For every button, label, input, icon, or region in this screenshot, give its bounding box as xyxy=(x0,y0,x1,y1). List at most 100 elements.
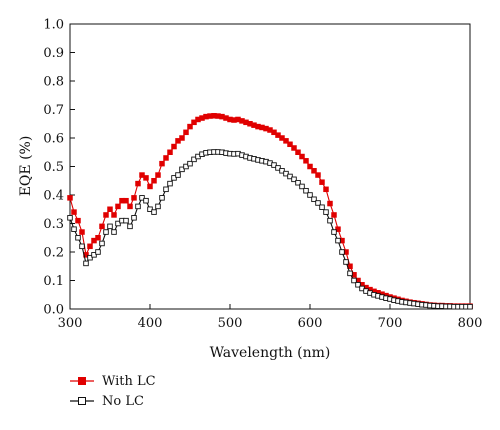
data-point-no-lc xyxy=(311,196,317,203)
data-point-no-lc xyxy=(127,223,133,230)
data-point-no-lc xyxy=(331,229,337,235)
data-point-no-lc xyxy=(71,226,77,232)
data-point-no-lc xyxy=(179,166,185,173)
data-point-with-lc xyxy=(155,172,161,178)
y-tick-label: 0.6 xyxy=(43,132,64,147)
data-point-no-lc xyxy=(295,179,301,186)
data-point-with-lc xyxy=(79,229,85,235)
data-point-no-lc xyxy=(175,172,181,178)
plot-frame xyxy=(69,23,471,310)
data-point-no-lc xyxy=(275,165,281,171)
data-point-no-lc xyxy=(99,240,105,247)
data-point-no-lc xyxy=(327,217,333,224)
data-point-no-lc xyxy=(283,170,289,177)
y-tick-label: 0.7 xyxy=(43,103,64,118)
data-point-with-lc xyxy=(187,123,193,130)
series-line-no-lc xyxy=(69,151,470,308)
data-point-no-lc xyxy=(187,160,193,167)
data-point-no-lc xyxy=(307,192,313,198)
x-tick-label: 700 xyxy=(378,316,403,331)
data-point-no-lc xyxy=(323,209,329,215)
data-point-with-lc xyxy=(327,200,333,207)
data-point-with-lc xyxy=(75,217,81,224)
data-point-with-lc xyxy=(307,163,313,170)
data-point-no-lc xyxy=(131,215,137,221)
data-point-no-lc xyxy=(183,163,189,170)
x-tick-label: 600 xyxy=(298,316,323,331)
data-point-with-lc xyxy=(71,209,77,215)
data-point-with-lc xyxy=(67,195,73,201)
data-point-no-lc xyxy=(151,209,157,215)
data-point-with-lc xyxy=(295,149,301,155)
data-point-no-lc xyxy=(159,195,165,201)
data-point-with-lc xyxy=(131,195,137,201)
data-point-no-lc xyxy=(139,195,145,201)
data-point-with-lc xyxy=(163,155,169,161)
y-tick-label: 0.0 xyxy=(43,303,64,318)
data-point-no-lc xyxy=(111,229,117,235)
data-point-no-lc xyxy=(319,204,325,210)
data-point-with-lc xyxy=(271,129,277,136)
data-point-no-lc xyxy=(163,186,169,193)
data-point-no-lc xyxy=(467,303,473,310)
data-point-no-lc xyxy=(271,162,277,168)
data-point-no-lc xyxy=(83,260,89,267)
series-with-lc xyxy=(67,113,473,309)
data-point-with-lc xyxy=(303,158,309,164)
data-point-with-lc xyxy=(91,237,97,244)
data-point-with-lc xyxy=(179,135,185,141)
data-point-with-lc xyxy=(183,129,189,136)
data-point-no-lc xyxy=(315,200,321,206)
y-tick-label: 0.5 xyxy=(43,160,64,175)
y-tick-label: 0.2 xyxy=(43,246,64,261)
data-point-no-lc xyxy=(351,277,357,284)
y-tick-label: 1.0 xyxy=(43,18,64,33)
data-point-no-lc xyxy=(91,252,97,258)
data-point-no-lc xyxy=(79,243,85,250)
data-point-no-lc xyxy=(303,187,309,194)
data-point-no-lc xyxy=(115,220,121,227)
data-point-with-lc xyxy=(315,172,321,178)
data-point-no-lc xyxy=(147,206,153,212)
legend-with-lc-label: With LC xyxy=(102,374,156,389)
y-tick-label: 0.3 xyxy=(43,217,64,232)
y-axis-title: EQE (%) xyxy=(18,136,34,197)
x-tick-label: 800 xyxy=(458,316,483,331)
x-tick-label: 300 xyxy=(58,316,83,331)
data-point-with-lc xyxy=(279,135,285,141)
y-tick-label: 0.4 xyxy=(43,189,64,204)
data-point-no-lc xyxy=(343,259,349,265)
y-tick-label: 0.9 xyxy=(43,46,64,61)
data-point-with-lc xyxy=(191,119,197,126)
data-point-no-lc xyxy=(107,223,113,230)
data-point-with-lc xyxy=(123,197,129,204)
data-point-with-lc xyxy=(175,138,181,144)
x-tick-label: 500 xyxy=(218,316,243,331)
data-point-no-lc xyxy=(339,249,345,255)
data-point-with-lc xyxy=(115,203,121,210)
series-layer xyxy=(67,113,473,310)
data-point-with-lc xyxy=(103,212,109,218)
data-point-with-lc xyxy=(331,212,337,218)
data-point-with-lc xyxy=(323,186,329,193)
data-point-with-lc xyxy=(291,145,297,151)
data-point-no-lc xyxy=(355,282,361,288)
data-point-with-lc xyxy=(299,153,305,160)
data-point-no-lc xyxy=(167,180,173,187)
data-point-with-lc xyxy=(283,138,289,144)
series-line-with-lc xyxy=(69,115,470,307)
data-point-with-lc xyxy=(95,234,101,241)
data-point-no-lc xyxy=(135,203,141,210)
x-axis-ticks: 300 400 500 600 700 800 xyxy=(58,304,483,331)
data-point-with-lc xyxy=(111,212,117,218)
y-tick-label: 0.1 xyxy=(43,274,64,289)
data-point-with-lc xyxy=(127,203,133,210)
data-point-no-lc xyxy=(143,197,149,204)
data-point-no-lc xyxy=(171,175,177,181)
y-axis-ticks: 0.0 0.1 0.2 0.3 0.4 0.5 0.6 0.7 0.8 0.9 1.0 xyxy=(43,18,75,318)
data-point-no-lc xyxy=(155,203,161,210)
data-point-no-lc xyxy=(67,215,73,221)
legend: With LC No LC xyxy=(70,374,156,409)
data-point-with-lc xyxy=(147,183,153,190)
